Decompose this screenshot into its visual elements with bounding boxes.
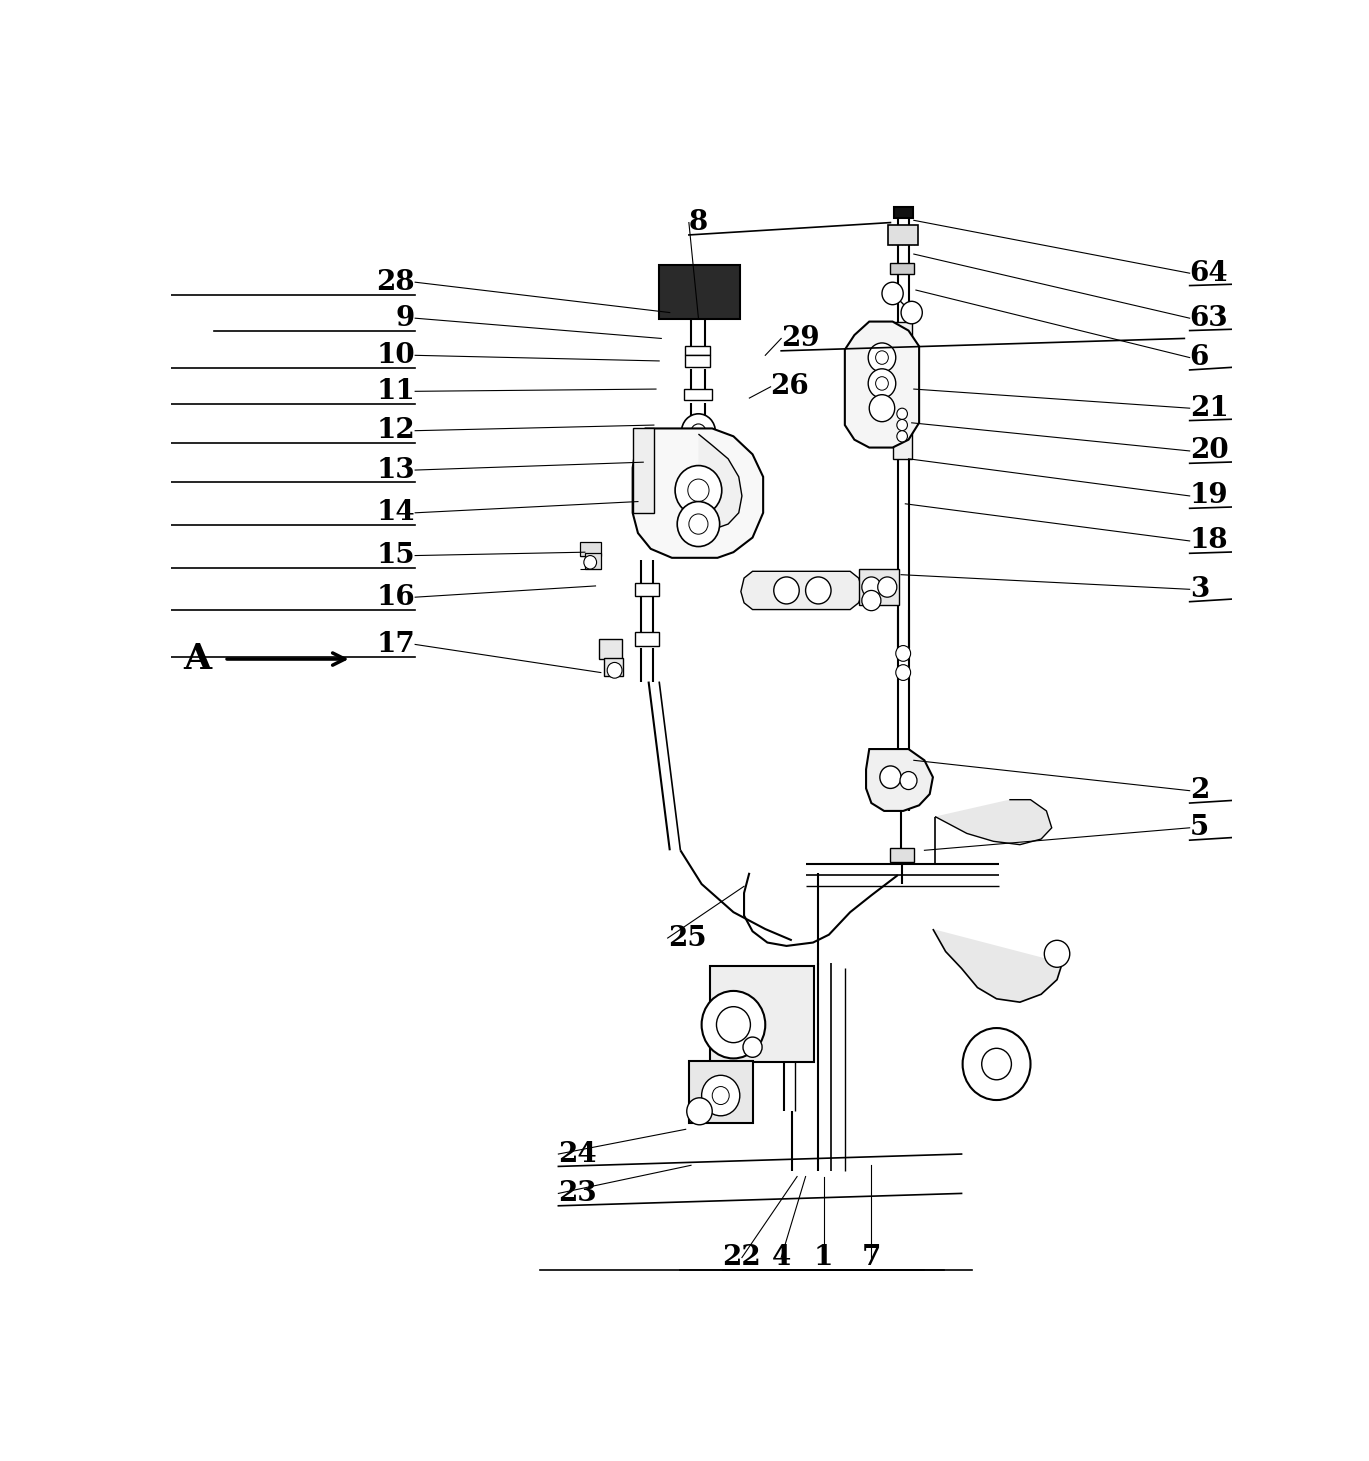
- Polygon shape: [845, 321, 919, 447]
- Circle shape: [882, 282, 904, 305]
- Circle shape: [687, 1097, 712, 1125]
- Circle shape: [876, 351, 888, 364]
- Text: 17: 17: [376, 631, 415, 657]
- Bar: [888, 225, 919, 245]
- Circle shape: [868, 343, 895, 373]
- Text: 25: 25: [668, 925, 706, 951]
- Bar: [858, 568, 899, 605]
- Circle shape: [702, 991, 765, 1058]
- Circle shape: [608, 662, 622, 678]
- Circle shape: [689, 514, 708, 535]
- Text: 3: 3: [1190, 576, 1209, 603]
- Text: 11: 11: [376, 378, 415, 405]
- Bar: [635, 633, 660, 646]
- Text: 4: 4: [772, 1243, 791, 1271]
- Text: 9: 9: [396, 305, 415, 332]
- Circle shape: [675, 466, 721, 516]
- Text: 64: 64: [1190, 260, 1228, 286]
- Circle shape: [895, 665, 910, 681]
- Text: 16: 16: [376, 584, 415, 611]
- Circle shape: [982, 1049, 1012, 1080]
- Text: 20: 20: [1190, 437, 1228, 465]
- Text: 12: 12: [376, 418, 415, 444]
- Circle shape: [862, 577, 880, 598]
- Text: 15: 15: [376, 542, 415, 570]
- Polygon shape: [867, 749, 932, 811]
- Bar: [894, 207, 913, 218]
- Circle shape: [862, 590, 880, 611]
- Circle shape: [743, 1037, 763, 1058]
- Circle shape: [876, 377, 888, 390]
- Bar: [598, 638, 622, 659]
- Text: 10: 10: [376, 342, 415, 368]
- Text: 8: 8: [689, 209, 708, 237]
- Bar: [684, 355, 711, 367]
- Text: 28: 28: [376, 269, 415, 295]
- Bar: [632, 428, 654, 513]
- Bar: [689, 1061, 753, 1122]
- Circle shape: [897, 408, 908, 419]
- Circle shape: [899, 771, 917, 789]
- Bar: [683, 389, 712, 400]
- Text: 18: 18: [1190, 527, 1228, 554]
- Text: 5: 5: [1190, 814, 1209, 842]
- Text: 24: 24: [559, 1141, 597, 1167]
- Circle shape: [682, 413, 716, 450]
- Text: 63: 63: [1190, 305, 1228, 332]
- Circle shape: [805, 577, 831, 603]
- Polygon shape: [932, 929, 1062, 1002]
- Bar: [660, 266, 739, 320]
- Bar: [893, 321, 912, 459]
- Circle shape: [895, 646, 910, 662]
- Bar: [585, 554, 601, 570]
- Circle shape: [691, 424, 706, 440]
- Polygon shape: [698, 434, 742, 530]
- Text: 6: 6: [1190, 343, 1209, 371]
- Circle shape: [868, 368, 895, 397]
- Bar: [684, 346, 711, 355]
- Text: 2: 2: [1190, 777, 1209, 804]
- Circle shape: [712, 1087, 730, 1105]
- Circle shape: [678, 501, 720, 546]
- Bar: [579, 542, 601, 555]
- Circle shape: [962, 1029, 1031, 1100]
- Bar: [890, 263, 914, 275]
- Bar: [635, 583, 660, 596]
- Circle shape: [869, 394, 895, 422]
- Text: 29: 29: [782, 324, 820, 352]
- Circle shape: [716, 1007, 750, 1043]
- Polygon shape: [741, 571, 862, 609]
- Circle shape: [702, 1075, 739, 1116]
- Circle shape: [583, 555, 597, 570]
- Text: A: A: [183, 641, 212, 676]
- Text: 23: 23: [559, 1180, 597, 1207]
- Circle shape: [1045, 941, 1069, 967]
- Bar: [890, 847, 914, 862]
- Text: 26: 26: [771, 374, 809, 400]
- Text: 7: 7: [861, 1243, 882, 1271]
- Text: 21: 21: [1190, 394, 1228, 422]
- Text: 14: 14: [376, 500, 415, 526]
- Circle shape: [901, 301, 923, 324]
- Circle shape: [878, 577, 897, 598]
- Text: 1: 1: [815, 1243, 834, 1271]
- Bar: [604, 657, 623, 676]
- Text: 13: 13: [376, 456, 415, 484]
- Circle shape: [687, 479, 709, 501]
- Circle shape: [880, 766, 901, 789]
- Circle shape: [897, 419, 908, 431]
- Text: 22: 22: [723, 1243, 761, 1271]
- Polygon shape: [632, 428, 763, 558]
- Polygon shape: [935, 799, 1051, 844]
- Circle shape: [897, 431, 908, 441]
- Text: 19: 19: [1190, 482, 1228, 510]
- Bar: [711, 966, 815, 1062]
- Circle shape: [773, 577, 799, 603]
